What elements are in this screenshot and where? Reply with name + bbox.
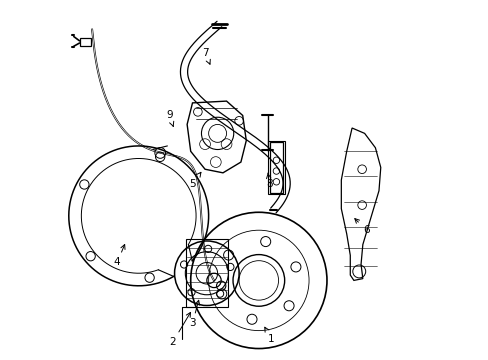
Text: 4: 4 — [114, 244, 125, 267]
Text: 7: 7 — [202, 48, 210, 64]
Text: 2: 2 — [169, 312, 190, 347]
Text: 8: 8 — [266, 173, 272, 189]
Text: 6: 6 — [354, 219, 369, 235]
Text: 5: 5 — [189, 172, 201, 189]
Text: 9: 9 — [165, 111, 173, 126]
Text: 3: 3 — [189, 300, 199, 328]
Text: 1: 1 — [264, 327, 274, 343]
